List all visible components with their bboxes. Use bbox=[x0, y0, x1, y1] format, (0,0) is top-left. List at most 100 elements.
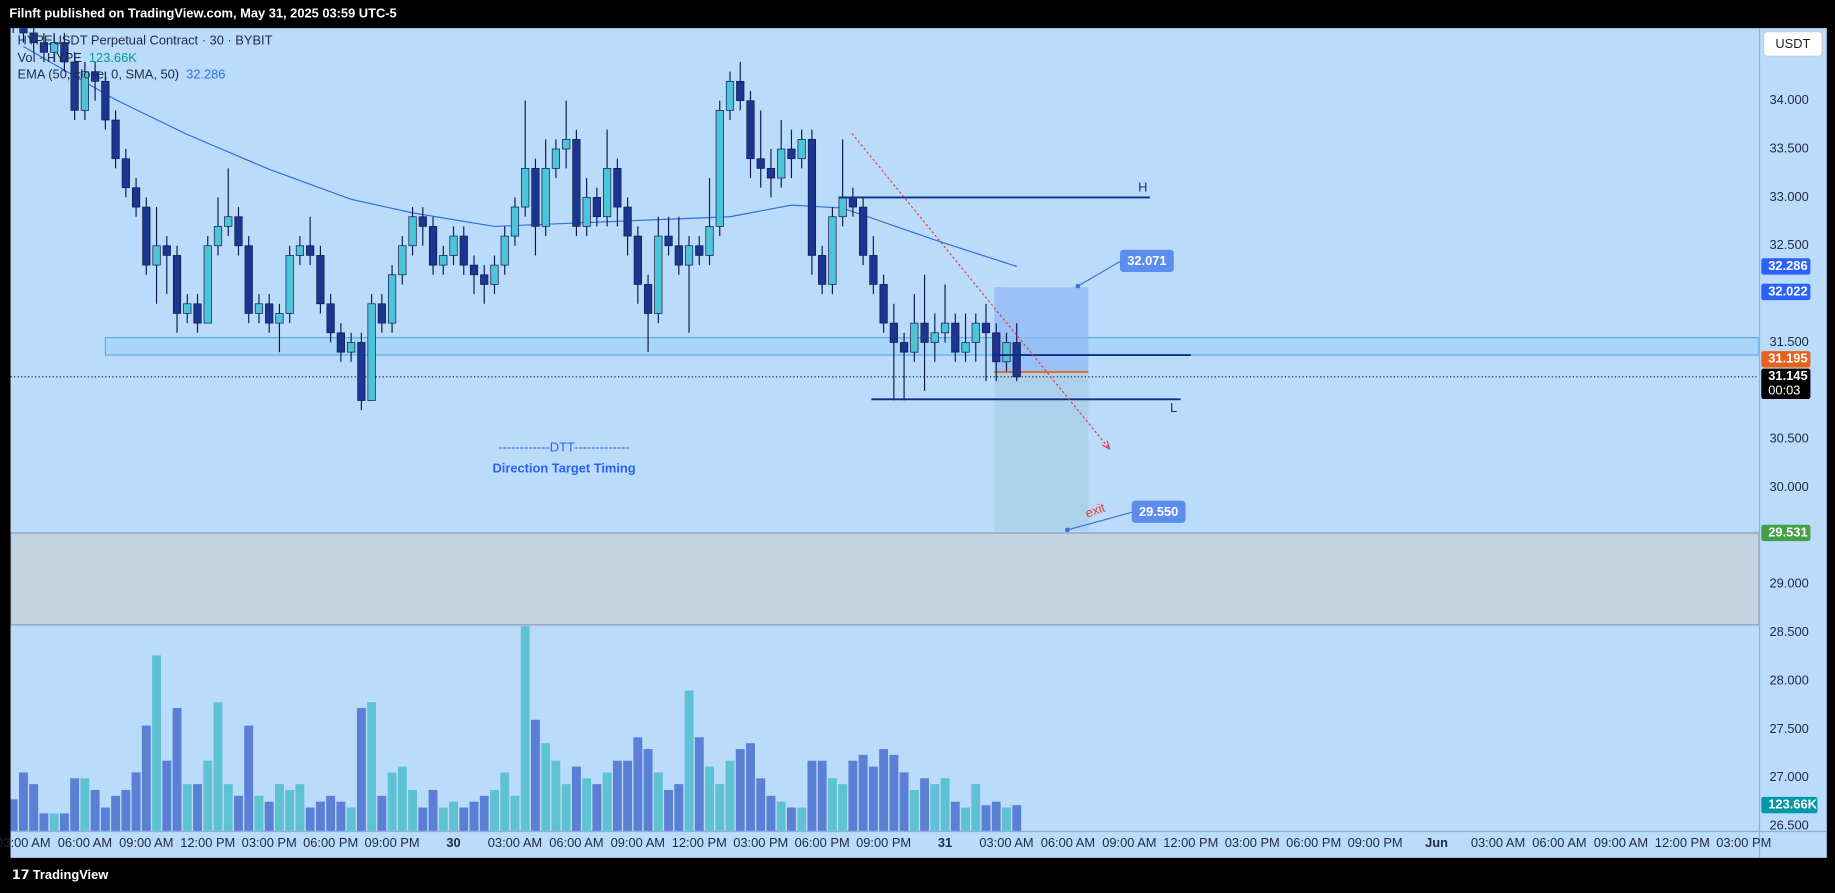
y-tick-label: 27.000 bbox=[1769, 769, 1808, 784]
volume-bar bbox=[254, 795, 264, 831]
x-tick-label: 03:00 AM bbox=[979, 835, 1033, 850]
callout-dot bbox=[1075, 283, 1081, 289]
volume-bar bbox=[705, 766, 714, 831]
volume-bar bbox=[377, 795, 387, 831]
annotation-line: ------------DTT------------- bbox=[498, 440, 629, 455]
volume-bar bbox=[786, 807, 796, 831]
candle-body bbox=[469, 264, 479, 276]
logo-mark: 𝟭𝟳 bbox=[12, 867, 30, 882]
candle-body bbox=[367, 303, 376, 401]
candle-body bbox=[172, 255, 182, 314]
candle-body bbox=[961, 342, 970, 353]
candle-body bbox=[234, 216, 243, 247]
candle-body bbox=[633, 235, 642, 285]
callout-label: 32.071 bbox=[1127, 253, 1166, 268]
callout-box bbox=[1120, 249, 1174, 273]
volume-bar bbox=[141, 725, 151, 831]
x-tick-label: 03:00 PM bbox=[1225, 835, 1280, 850]
volume-bar bbox=[274, 784, 284, 831]
price-badge-label: 29.531 bbox=[1768, 524, 1807, 539]
volume-bar bbox=[285, 789, 295, 831]
volume-bar bbox=[940, 778, 950, 831]
currency-button[interactable] bbox=[1763, 31, 1823, 57]
y-tick-label: 33.000 bbox=[1769, 189, 1808, 204]
x-tick-label: 03:00 PM bbox=[242, 835, 297, 850]
volume-bar bbox=[633, 737, 643, 831]
candle-body bbox=[562, 139, 571, 150]
volume-bar bbox=[571, 766, 581, 831]
volume-bar bbox=[234, 795, 243, 831]
candle-body bbox=[715, 109, 724, 227]
volume-bar bbox=[848, 760, 858, 831]
currency[interactable]: USDT bbox=[1775, 36, 1810, 51]
x-tick-label: 12:00 PM bbox=[672, 835, 727, 850]
volume-bar bbox=[469, 801, 479, 831]
candle-body bbox=[387, 274, 397, 324]
callout-label: 29.550 bbox=[1139, 504, 1178, 519]
candle-body bbox=[131, 187, 141, 208]
candle-body bbox=[80, 71, 89, 111]
volume-bar bbox=[674, 784, 684, 831]
legend-volume-value: 123.66K bbox=[89, 50, 137, 65]
x-tick-label: 06:00 AM bbox=[58, 835, 112, 850]
volume-bar bbox=[152, 655, 162, 831]
candle-body bbox=[224, 216, 233, 227]
volume-bar bbox=[653, 772, 663, 831]
position-target-area bbox=[994, 371, 1089, 532]
candle-body bbox=[920, 322, 929, 343]
candle-body bbox=[295, 245, 305, 256]
price-badge-label: 31.195 bbox=[1768, 351, 1807, 366]
y-tick-label: 30.000 bbox=[1769, 479, 1808, 494]
chart-background bbox=[10, 28, 1827, 858]
volume-bar bbox=[39, 813, 49, 831]
candle-body bbox=[848, 197, 857, 208]
x-tick-label: 31 bbox=[938, 835, 952, 850]
plot: HL bbox=[10, 28, 1759, 831]
candle-body bbox=[142, 206, 151, 266]
x-tick-label: 09:00 AM bbox=[611, 835, 665, 850]
candle-body bbox=[981, 322, 991, 334]
candle-body bbox=[377, 303, 386, 324]
volume-bar bbox=[305, 807, 315, 831]
candle-body bbox=[695, 245, 704, 256]
candle-body bbox=[91, 71, 100, 82]
candle-body bbox=[797, 139, 806, 160]
volume-bar bbox=[520, 626, 530, 831]
candle-body bbox=[408, 216, 417, 247]
candle-body bbox=[213, 226, 223, 247]
y-tick-label: 33.500 bbox=[1769, 140, 1808, 155]
candle-body bbox=[654, 235, 663, 314]
volume-bar bbox=[551, 760, 561, 831]
volume-bar bbox=[336, 801, 346, 831]
volume-bar bbox=[162, 760, 172, 831]
x-tick-label: 09:00 PM bbox=[856, 835, 911, 850]
candle-body bbox=[183, 303, 192, 314]
candle-body bbox=[531, 168, 540, 227]
zone bbox=[10, 532, 1759, 626]
volume-bar bbox=[510, 795, 520, 831]
price-badge bbox=[1761, 368, 1811, 400]
candle-body bbox=[398, 245, 407, 276]
candle-body bbox=[306, 245, 315, 256]
arrow-head bbox=[1101, 440, 1111, 451]
candle-body bbox=[838, 197, 847, 218]
volume-bar bbox=[582, 778, 592, 831]
volume-bar bbox=[203, 760, 213, 831]
volume-bar bbox=[387, 772, 397, 831]
y-tick-label: 32.500 bbox=[1769, 237, 1808, 252]
price-badge-countdown: 00:03 bbox=[1768, 382, 1800, 397]
x-tick-label: 12:00 PM bbox=[1655, 835, 1710, 850]
x-tick-label: 09:00 AM bbox=[119, 835, 173, 850]
volume-bar bbox=[920, 778, 930, 831]
candle-body bbox=[951, 322, 960, 353]
candle-body bbox=[623, 206, 632, 237]
volume-bar bbox=[684, 690, 694, 831]
volume-bar bbox=[295, 784, 305, 831]
volume-bar bbox=[879, 749, 889, 831]
callout-pointer bbox=[1067, 511, 1132, 531]
volume-bar bbox=[612, 760, 622, 831]
volume-bar bbox=[418, 807, 428, 831]
volume-bar bbox=[950, 801, 960, 831]
volume-bar bbox=[244, 725, 254, 831]
candle-body bbox=[244, 245, 253, 314]
